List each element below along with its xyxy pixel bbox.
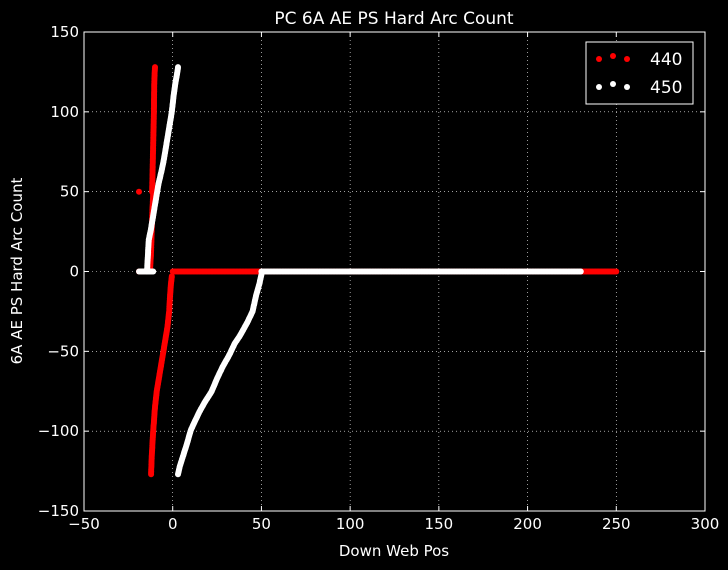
series-450-points xyxy=(136,64,584,478)
y-tick-label: 50 xyxy=(60,183,79,201)
data-point xyxy=(175,64,181,71)
data-point xyxy=(613,268,620,275)
y-tick-label: −150 xyxy=(38,502,79,520)
x-tick-label: 0 xyxy=(168,515,178,533)
y-axis-title: 6A AE PS Hard Arc Count xyxy=(8,178,26,365)
data-point xyxy=(175,471,181,478)
y-tick-label: 150 xyxy=(50,23,79,41)
legend-label-440: 440 xyxy=(650,50,682,70)
data-point xyxy=(148,471,155,478)
data-point xyxy=(150,268,157,275)
legend-marker-440 xyxy=(596,53,630,62)
x-tick-label: 50 xyxy=(252,515,271,533)
x-tick-label: 200 xyxy=(513,515,542,533)
x-axis-title: Down Web Pos xyxy=(339,542,449,560)
x-tick-label: 250 xyxy=(602,515,631,533)
y-tick-label: −100 xyxy=(38,422,79,440)
legend-marker-450 xyxy=(596,81,630,90)
y-tick-label: −50 xyxy=(47,342,79,360)
x-tick-label: 150 xyxy=(425,515,454,533)
y-tick-label: 100 xyxy=(50,103,79,121)
legend-box xyxy=(585,41,694,105)
legend-label-450: 450 xyxy=(650,78,682,98)
axis-ticks: −50 0 50 100 150 200 250 300 −150 −100 −50 0 50 100 15… xyxy=(38,23,720,533)
chart-title: PC 6A AE PS Hard Arc Count xyxy=(274,9,513,29)
y-tick-label: 0 xyxy=(69,263,79,281)
data-point xyxy=(577,268,584,275)
data-point xyxy=(136,188,142,195)
x-tick-label: 100 xyxy=(336,515,365,533)
data-point xyxy=(152,64,158,71)
x-tick-label: 300 xyxy=(691,515,720,533)
x-tick-label: −50 xyxy=(68,515,100,533)
data-points xyxy=(136,64,620,478)
